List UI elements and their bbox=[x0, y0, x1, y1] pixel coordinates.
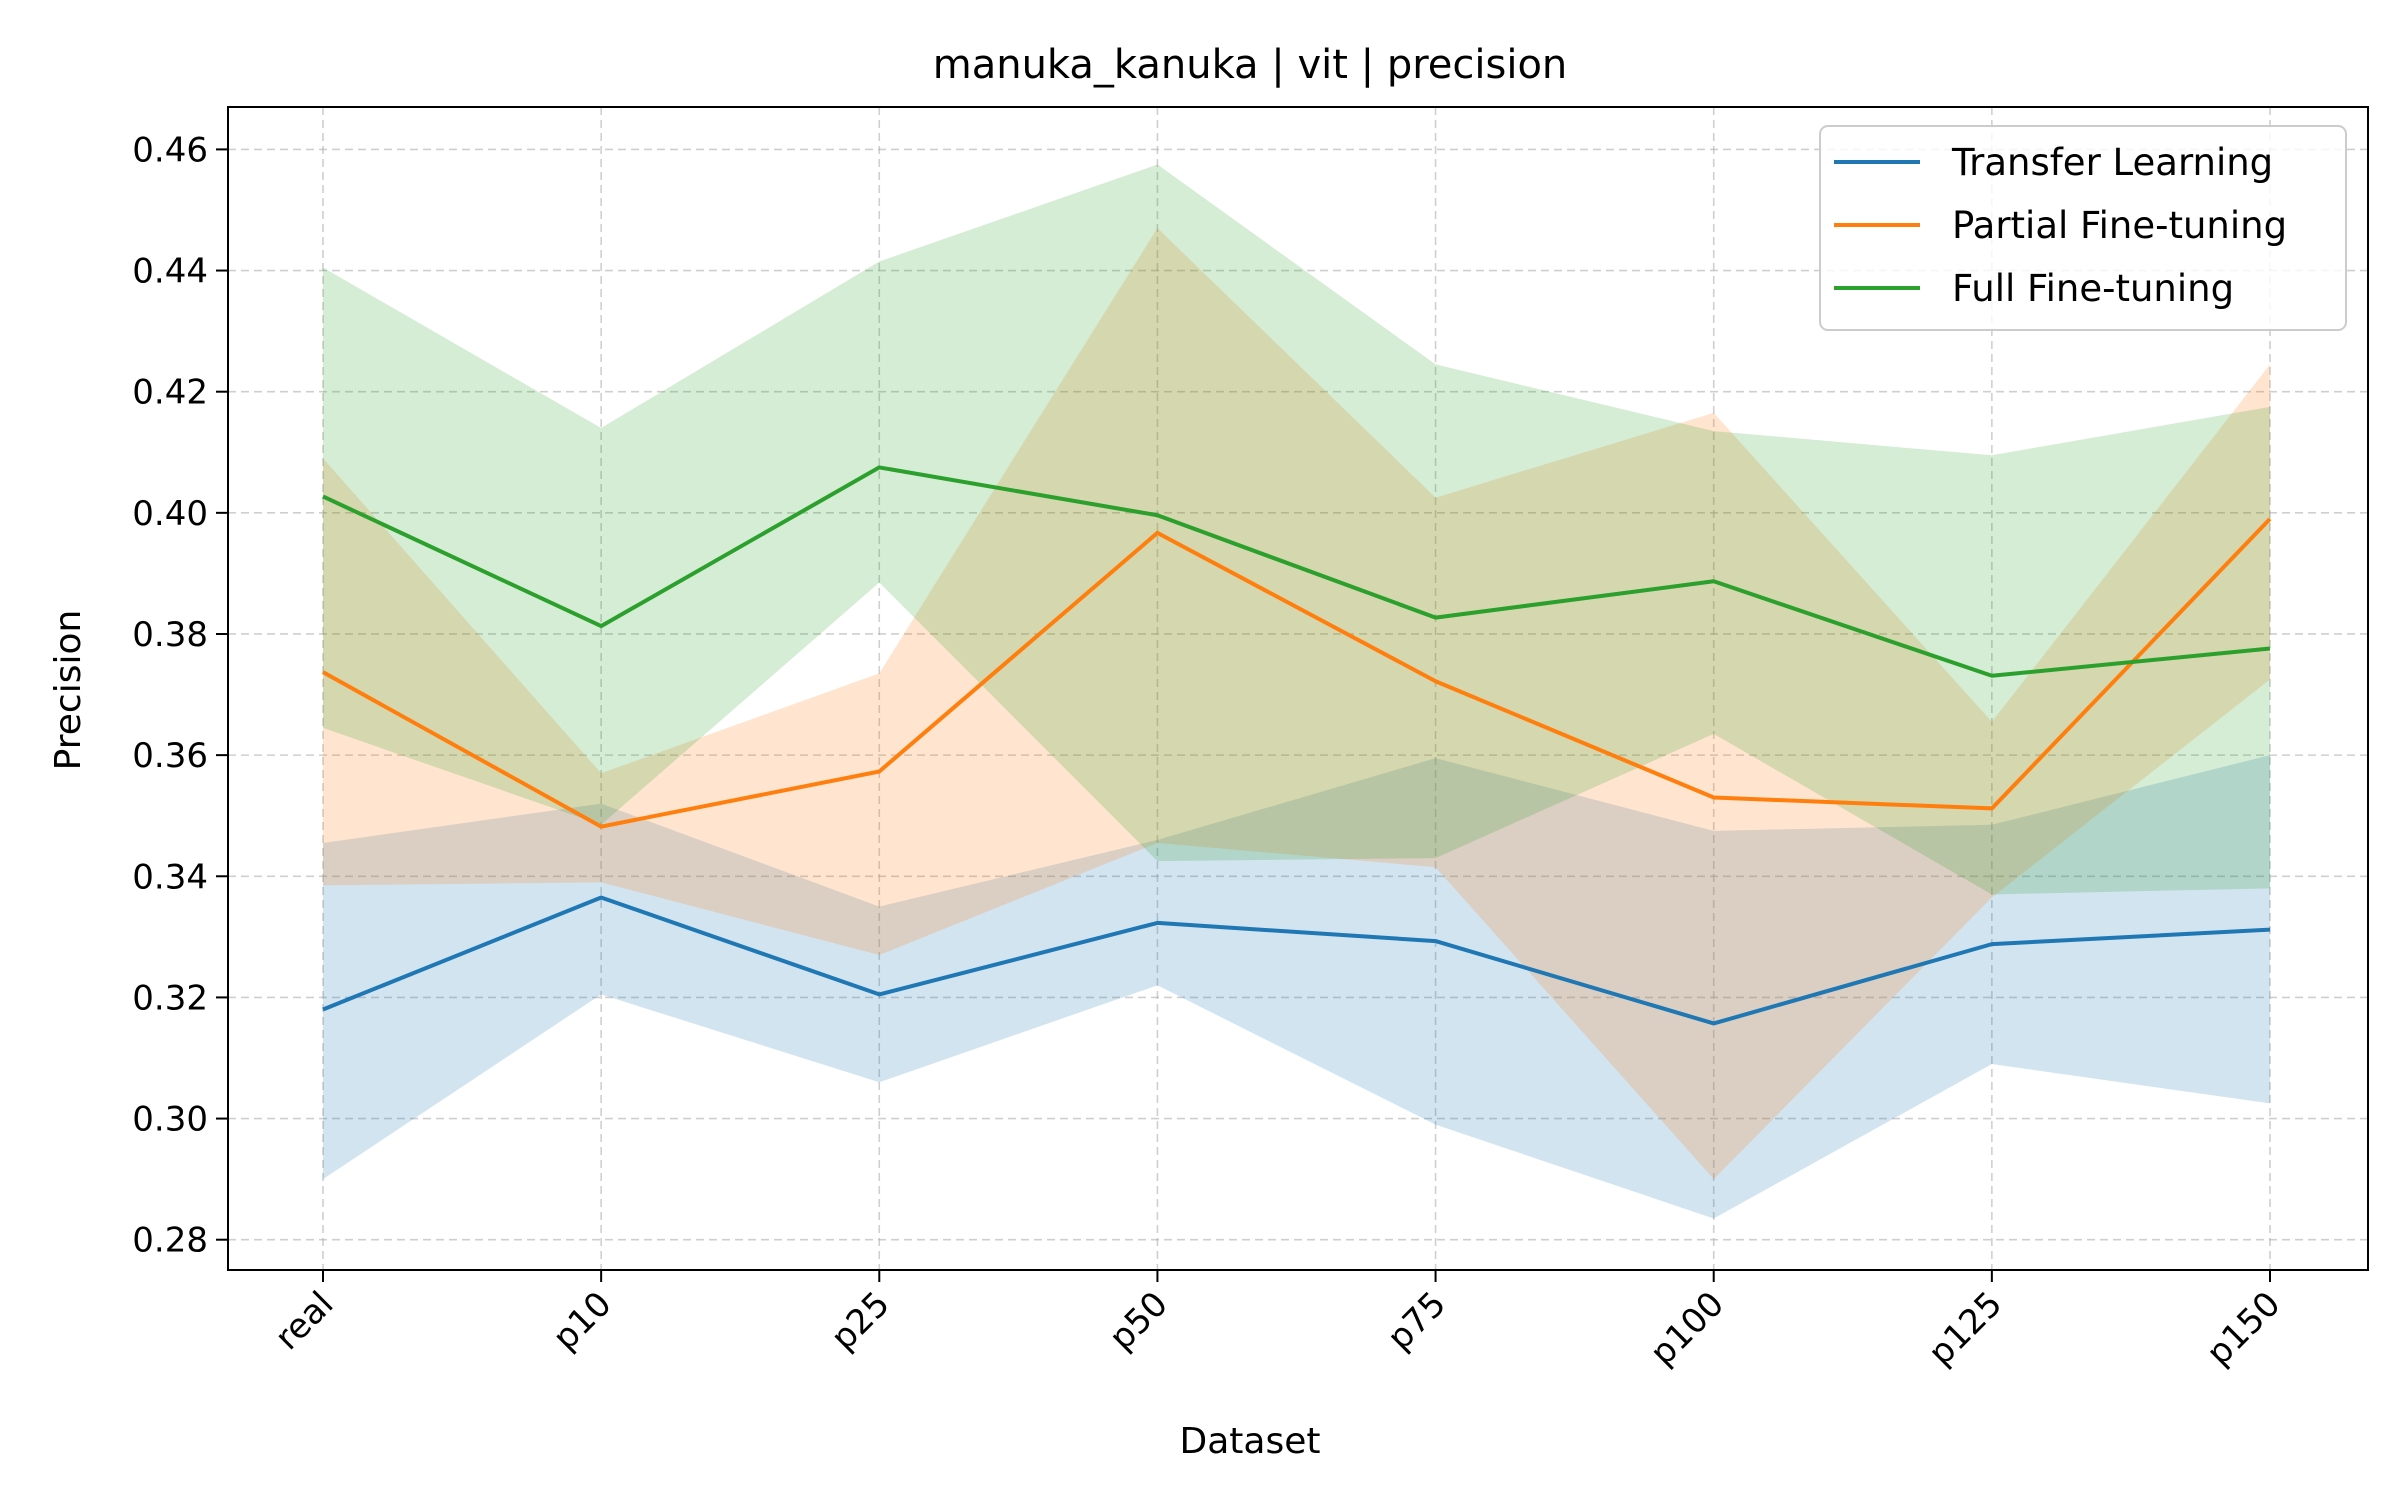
x-tick-label: p10 bbox=[545, 1284, 619, 1358]
legend-box bbox=[1819, 125, 2347, 331]
y-tick-label: 0.36 bbox=[132, 736, 208, 776]
y-tick-label: 0.30 bbox=[132, 1100, 208, 1140]
x-tick-label: real bbox=[268, 1284, 342, 1358]
line-series-3 bbox=[322, 465, 2271, 678]
y-tick-label: 0.46 bbox=[132, 130, 208, 170]
confidence-bands bbox=[323, 164, 2270, 1219]
series-lines bbox=[322, 465, 2272, 1026]
band-series-1 bbox=[323, 755, 2270, 1219]
x-tick-label: p50 bbox=[1102, 1284, 1176, 1358]
line-series-2 bbox=[322, 517, 2272, 829]
legend: Transfer Learning Partial Fine-tuning Full… bbox=[1819, 125, 2347, 331]
band-series-2 bbox=[323, 228, 2270, 1180]
legend-label: Partial Fine-tuning bbox=[1952, 204, 2287, 247]
y-tick-label: 0.44 bbox=[132, 252, 208, 292]
x-tick-label: p75 bbox=[1380, 1284, 1454, 1358]
y-tick-label: 0.40 bbox=[132, 494, 208, 534]
chart-title: manuka_kanuka | vit | precision bbox=[933, 42, 1568, 88]
x-tick-label: p150 bbox=[2199, 1284, 2288, 1373]
y-axis: 0.28 0.30 0.32 0.34 0.36 0.38 0.40 0.42 0.44 0.46 bbox=[132, 130, 228, 1261]
x-axis: real p10 p25 p50 p75 p100 p125 p150 bbox=[268, 1270, 2288, 1374]
x-tick-label: p100 bbox=[1643, 1284, 1732, 1373]
y-tick-label: 0.34 bbox=[132, 857, 208, 897]
plot-frame bbox=[227, 106, 2369, 1271]
y-axis-label: Precision bbox=[48, 610, 89, 771]
y-tick-label: 0.28 bbox=[132, 1221, 208, 1261]
legend-label: Transfer Learning bbox=[1951, 141, 2273, 184]
band-series-3 bbox=[323, 164, 2270, 895]
y-tick-label: 0.38 bbox=[132, 615, 208, 655]
y-tick-label: 0.42 bbox=[132, 373, 208, 413]
line-series-1 bbox=[322, 895, 2271, 1026]
y-tick-label: 0.32 bbox=[132, 978, 208, 1018]
x-axis-label: Dataset bbox=[1180, 1421, 1321, 1462]
legend-label: Full Fine-tuning bbox=[1952, 267, 2234, 310]
x-tick-label: p125 bbox=[1921, 1284, 2010, 1373]
x-tick-label: p25 bbox=[824, 1284, 898, 1358]
